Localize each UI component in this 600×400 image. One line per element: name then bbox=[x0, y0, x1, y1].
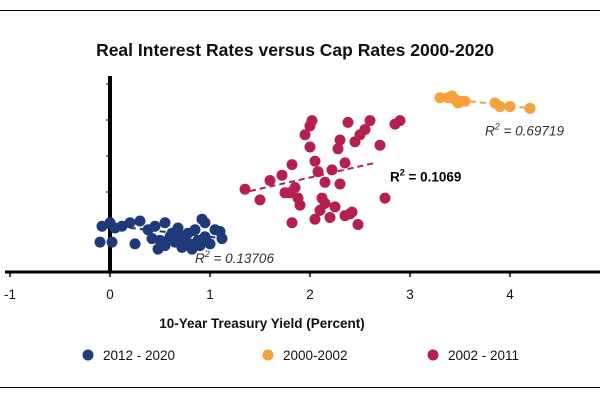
chart-frame bbox=[0, 10, 600, 388]
data-point bbox=[204, 238, 216, 250]
data-point bbox=[106, 236, 118, 248]
data-point bbox=[326, 164, 338, 176]
data-point bbox=[159, 217, 171, 229]
data-point bbox=[364, 115, 376, 127]
x-tick-label: 3 bbox=[406, 287, 414, 302]
legend-marker bbox=[82, 349, 94, 361]
data-point bbox=[189, 224, 201, 236]
data-point bbox=[286, 217, 298, 229]
data-point bbox=[324, 211, 336, 223]
data-point bbox=[394, 115, 406, 127]
x-tick-label: -1 bbox=[4, 287, 16, 302]
data-point bbox=[239, 183, 251, 195]
data-point bbox=[294, 199, 306, 211]
data-point bbox=[216, 233, 228, 245]
data-point bbox=[306, 115, 318, 127]
x-tick-label: 0 bbox=[106, 287, 114, 302]
data-point bbox=[309, 155, 321, 167]
legend-marker bbox=[427, 349, 439, 361]
legend-label: 2000-2002 bbox=[283, 348, 348, 363]
data-point bbox=[359, 123, 371, 135]
data-point bbox=[374, 139, 386, 151]
data-point bbox=[299, 129, 311, 141]
data-point bbox=[339, 157, 351, 169]
x-tick-label: 1 bbox=[206, 287, 214, 302]
data-point bbox=[344, 208, 356, 220]
legend-label: 2012 - 2020 bbox=[103, 348, 175, 363]
data-point bbox=[276, 169, 288, 181]
data-point bbox=[124, 217, 136, 229]
data-point bbox=[194, 240, 206, 252]
data-point bbox=[94, 236, 106, 248]
x-tick-label: 2 bbox=[306, 287, 314, 302]
data-point bbox=[379, 192, 391, 204]
data-point bbox=[494, 101, 506, 113]
data-point bbox=[286, 159, 298, 171]
x-axis-label: 10-Year Treasury Yield (Percent) bbox=[159, 316, 365, 331]
legend-item: 2000-2002 bbox=[262, 348, 348, 363]
data-point bbox=[329, 201, 341, 213]
legend-label: 2002 - 2011 bbox=[448, 348, 519, 363]
data-point bbox=[524, 102, 536, 114]
chart-title: Real Interest Rates versus Cap Rates 200… bbox=[96, 40, 494, 60]
data-point bbox=[166, 227, 178, 239]
data-point bbox=[332, 143, 344, 155]
data-point bbox=[334, 134, 346, 146]
data-point bbox=[352, 218, 364, 230]
data-point bbox=[196, 213, 208, 225]
data-point bbox=[342, 116, 354, 128]
data-point bbox=[434, 92, 446, 104]
r-squared-label: R2 = 0.13706 bbox=[195, 249, 274, 266]
data-point bbox=[309, 213, 321, 225]
data-point bbox=[289, 182, 301, 194]
data-point bbox=[504, 101, 516, 113]
data-point bbox=[304, 141, 316, 153]
data-point bbox=[319, 197, 331, 209]
data-point bbox=[319, 176, 331, 188]
r-squared-label: R2 = 0.1069 bbox=[390, 167, 461, 184]
legend-item: 2002 - 2011 bbox=[427, 348, 519, 363]
data-point bbox=[264, 174, 276, 186]
data-point bbox=[134, 215, 146, 227]
legend-marker bbox=[262, 349, 274, 361]
data-point bbox=[312, 166, 324, 178]
data-point bbox=[254, 194, 266, 206]
data-point bbox=[149, 220, 161, 232]
data-point bbox=[334, 178, 346, 190]
legend-item: 2012 - 2020 bbox=[82, 348, 175, 363]
data-point bbox=[129, 238, 141, 250]
x-tick-label: 4 bbox=[506, 287, 514, 302]
data-point bbox=[159, 240, 171, 252]
data-point bbox=[452, 97, 464, 109]
r-squared-label: R2 = 0.69719 bbox=[485, 122, 564, 139]
trendline-series-2 bbox=[249, 161, 376, 193]
